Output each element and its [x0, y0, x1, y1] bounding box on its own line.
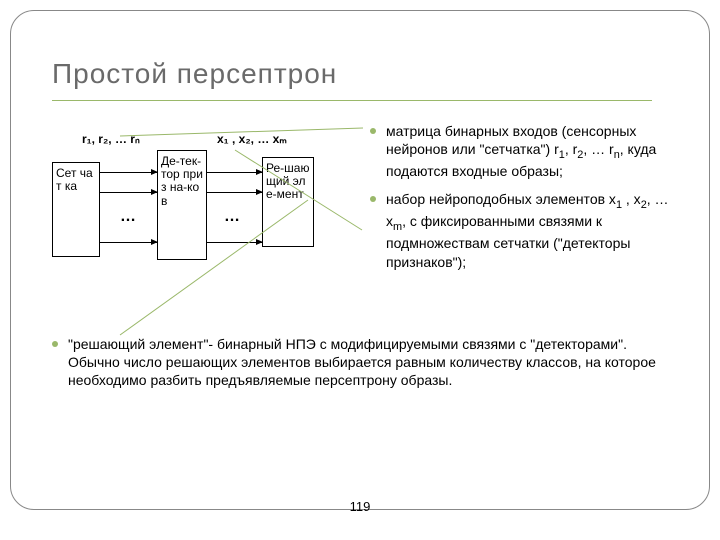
- bullet-text: набор нейроподобных элементов x1 , x2, ……: [386, 190, 688, 270]
- page-number: 119: [0, 499, 720, 514]
- bullet-dot-icon: [370, 196, 376, 202]
- bullets-bottom: "решающий элемент"- бинарный НПЭ с модиф…: [52, 335, 672, 400]
- label-r: r₁, r₂, … rₙ: [82, 132, 140, 146]
- box-detector: Де-тек-тор приз на-ков: [157, 150, 207, 260]
- label-x: x₁ , x₂, … xₘ: [217, 132, 287, 146]
- arrow: [100, 242, 157, 243]
- bullet-item: набор нейроподобных элементов x1 , x2, ……: [370, 190, 688, 270]
- arrow: [100, 172, 157, 173]
- title-underline: [52, 100, 652, 101]
- bullet-text: "решающий элемент"- бинарный НПЭ с модиф…: [68, 335, 672, 390]
- bullet-text: матрица бинарных входов (сенсорных нейро…: [386, 122, 688, 180]
- bullet-item: "решающий элемент"- бинарный НПЭ с модиф…: [52, 335, 672, 390]
- bullets-right: матрица бинарных входов (сенсорных нейро…: [370, 122, 688, 281]
- perceptron-diagram: r₁, r₂, … rₙ x₁ , x₂, … xₘ Сет чат ка Де…: [52, 122, 342, 302]
- slide-title: Простой персептрон: [52, 58, 337, 90]
- arrow: [100, 192, 157, 193]
- arrow: [207, 172, 262, 173]
- ellipsis: …: [120, 208, 136, 226]
- arrow: [207, 242, 262, 243]
- ellipsis: …: [224, 208, 240, 226]
- bullet-dot-icon: [370, 128, 376, 134]
- bullet-item: матрица бинарных входов (сенсорных нейро…: [370, 122, 688, 180]
- box-decider: Ре-шаю щий эле-мент: [262, 157, 314, 247]
- bullet-dot-icon: [52, 341, 58, 347]
- arrow: [207, 192, 262, 193]
- box-retina: Сет чат ка: [52, 162, 100, 257]
